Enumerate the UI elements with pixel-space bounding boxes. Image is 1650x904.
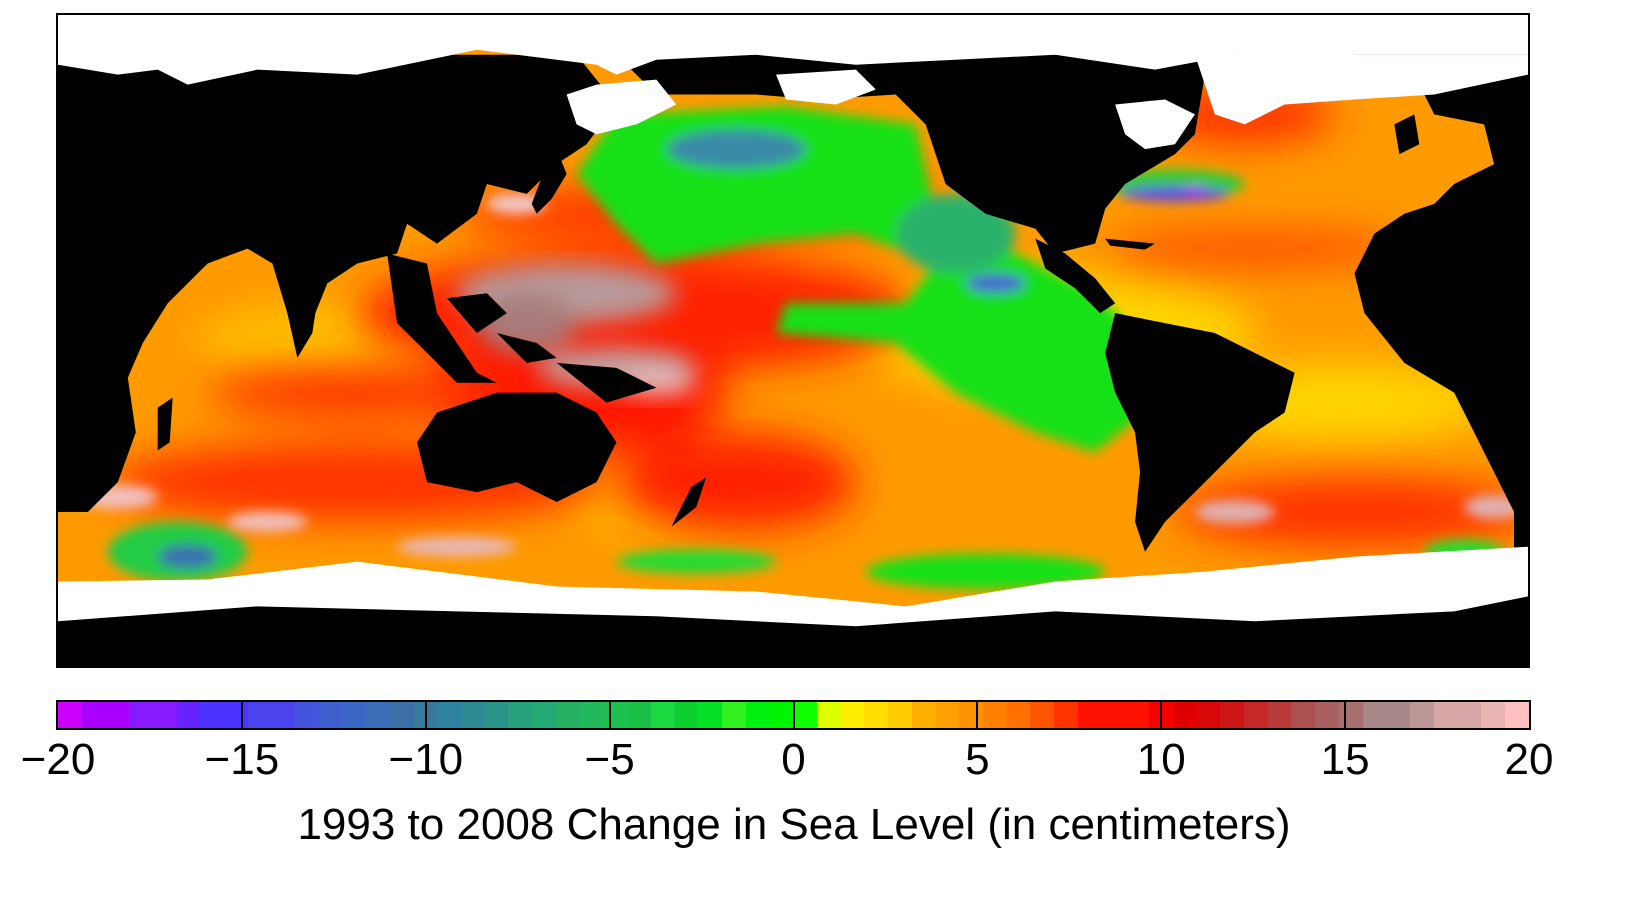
colorbar-swatch — [461, 702, 485, 728]
colorbar-swatch — [1433, 702, 1458, 728]
colorbar-swatch — [793, 702, 817, 728]
colorbar-swatch — [959, 702, 984, 728]
colorbar-tick-label: 15 — [1320, 735, 1370, 784]
colorbar-swatch — [176, 702, 201, 728]
colorbar-swatch — [1220, 702, 1244, 728]
colorbar-swatch — [1409, 702, 1434, 728]
colorbar-tick-label: −10 — [388, 735, 464, 784]
colorbar-tick-label: 20 — [1504, 735, 1554, 784]
colorbar-swatch — [200, 702, 225, 728]
colorbar-major-tick — [424, 702, 427, 728]
colorbar-swatch — [152, 702, 177, 728]
colorbar-major-tick — [240, 702, 243, 728]
colorbar-swatch — [1196, 702, 1221, 728]
colorbar-swatch — [1125, 702, 1150, 728]
colorbar-swatch — [1077, 702, 1102, 728]
colorbar-major-tick — [608, 702, 611, 728]
colorbar-swatch — [1315, 702, 1339, 728]
colorbar-tick-label: 10 — [1136, 735, 1186, 784]
colorbar-swatch — [437, 702, 462, 728]
colorbar-swatch — [129, 702, 153, 728]
colorbar-major-tick — [792, 702, 795, 728]
colorbar-swatch — [484, 702, 509, 728]
colorbar-swatch — [1362, 702, 1387, 728]
sea-level-map — [56, 13, 1530, 668]
colorbar-swatch — [864, 702, 889, 728]
colorbar-swatch — [935, 702, 960, 728]
colorbar-swatch — [579, 702, 604, 728]
colorbar-swatch — [1481, 702, 1505, 728]
colorbar-swatch — [390, 702, 414, 728]
colorbar-swatch — [224, 702, 248, 728]
colorbar-swatch — [745, 702, 770, 728]
colorbar-swatch — [817, 702, 841, 728]
colorbar-swatch — [1504, 702, 1529, 728]
colorbar-swatch — [1267, 702, 1292, 728]
colorbar-swatch — [1386, 702, 1410, 728]
colorbar-swatch — [698, 702, 723, 728]
colorbar-swatch — [603, 702, 628, 728]
colorbar-swatch — [840, 702, 865, 728]
colorbar-swatch — [1006, 702, 1031, 728]
colorbar-swatch — [1457, 702, 1482, 728]
map-canvas — [58, 15, 1528, 666]
colorbar-swatch — [532, 702, 557, 728]
colorbar-tick-label: −20 — [20, 735, 96, 784]
colorbar-tick-label: 0 — [781, 735, 806, 784]
colorbar-swatch — [722, 702, 746, 728]
colorbar-swatch — [1291, 702, 1316, 728]
colorbar-swatch — [983, 702, 1007, 728]
colorbar-tick-label: −5 — [584, 735, 635, 784]
colorbar-swatch — [627, 702, 651, 728]
colorbar — [56, 700, 1531, 730]
colorbar-swatch — [81, 702, 106, 728]
colorbar-swatch — [1243, 702, 1268, 728]
colorbar-swatch — [1101, 702, 1126, 728]
colorbar-swatch — [318, 702, 343, 728]
colorbar-major-tick — [1160, 702, 1163, 728]
colorbar-swatch — [508, 702, 533, 728]
colorbar-swatch — [1030, 702, 1055, 728]
colorbar-swatch — [105, 702, 130, 728]
colorbar-swatch — [247, 702, 272, 728]
ice-regions — [58, 15, 1528, 627]
colorbar-major-tick — [1344, 702, 1347, 728]
colorbar-swatch — [556, 702, 580, 728]
colorbar-major-tick — [976, 702, 979, 728]
colorbar-swatch — [1338, 702, 1363, 728]
colorbar-swatch — [1172, 702, 1197, 728]
colorbar-swatch — [366, 702, 391, 728]
colorbar-swatch — [674, 702, 699, 728]
colorbar-swatch — [342, 702, 367, 728]
colorbar-swatch — [911, 702, 936, 728]
colorbar-caption: 1993 to 2008 Change in Sea Level (in cen… — [297, 800, 1291, 849]
colorbar-tick-label: −15 — [204, 735, 280, 784]
colorbar-swatch — [271, 702, 296, 728]
colorbar-swatch — [1054, 702, 1078, 728]
colorbar-swatch — [769, 702, 794, 728]
colorbar-swatch — [650, 702, 675, 728]
colorbar-swatch — [888, 702, 912, 728]
colorbar-swatch — [58, 702, 82, 728]
colorbar-swatch — [295, 702, 319, 728]
colorbar-tick-label: 5 — [965, 735, 990, 784]
